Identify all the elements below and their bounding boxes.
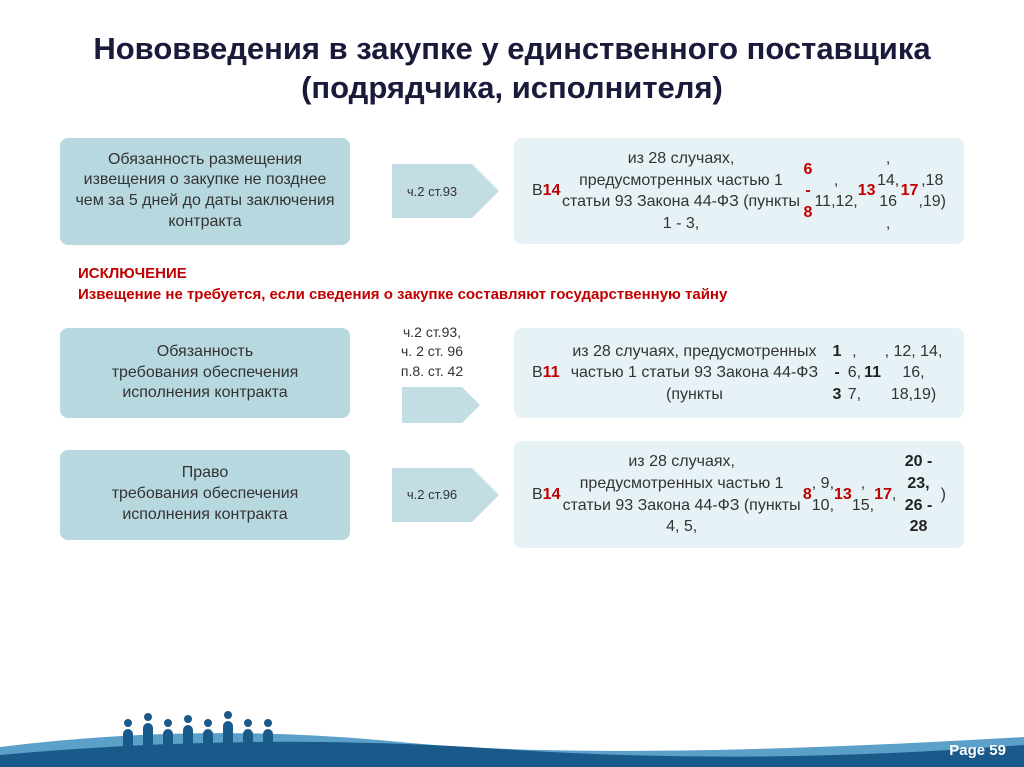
slide-title: Нововведения в закупке у единственного п… bbox=[60, 30, 964, 108]
page-number: Page 59 bbox=[949, 742, 1006, 759]
people-silhouettes-icon bbox=[123, 711, 273, 761]
content-row: Обязанностьтребования обеспечения исполн… bbox=[60, 323, 964, 424]
left-box: Обязанность размещения извещения о закуп… bbox=[60, 138, 350, 245]
left-box: Обязанностьтребования обеспечения исполн… bbox=[60, 328, 350, 418]
right-box: В 11 из 28 случаях, предусмотренных част… bbox=[514, 328, 964, 418]
left-box: Правотребования обеспечения исполнения к… bbox=[60, 450, 350, 540]
right-box: В 14 из 28 случаях, предусмотренных част… bbox=[514, 441, 964, 547]
arrow-icon: ч.2 ст.93 bbox=[392, 164, 472, 218]
arrow-block: ч.2 ст.93,ч. 2 ст. 96п.8. ст. 42 bbox=[362, 323, 502, 424]
arrow-block: ч.2 ст.96 bbox=[362, 468, 502, 522]
arrow-icon: ч.2 ст.96 bbox=[392, 468, 472, 522]
arrow-block: ч.2 ст.93 bbox=[362, 164, 502, 218]
exception-note: ИСКЛЮЧЕНИЕИзвещение не требуется, если с… bbox=[78, 263, 964, 305]
content-row: Обязанность размещения извещения о закуп… bbox=[60, 138, 964, 245]
content-row: Правотребования обеспечения исполнения к… bbox=[60, 441, 964, 547]
arrow-icon bbox=[402, 387, 462, 423]
footer: Page 59 bbox=[0, 707, 1024, 767]
right-box: В 14 из 28 случаях, предусмотренных част… bbox=[514, 138, 964, 244]
law-reference: ч.2 ст.93,ч. 2 ст. 96п.8. ст. 42 bbox=[362, 323, 502, 382]
